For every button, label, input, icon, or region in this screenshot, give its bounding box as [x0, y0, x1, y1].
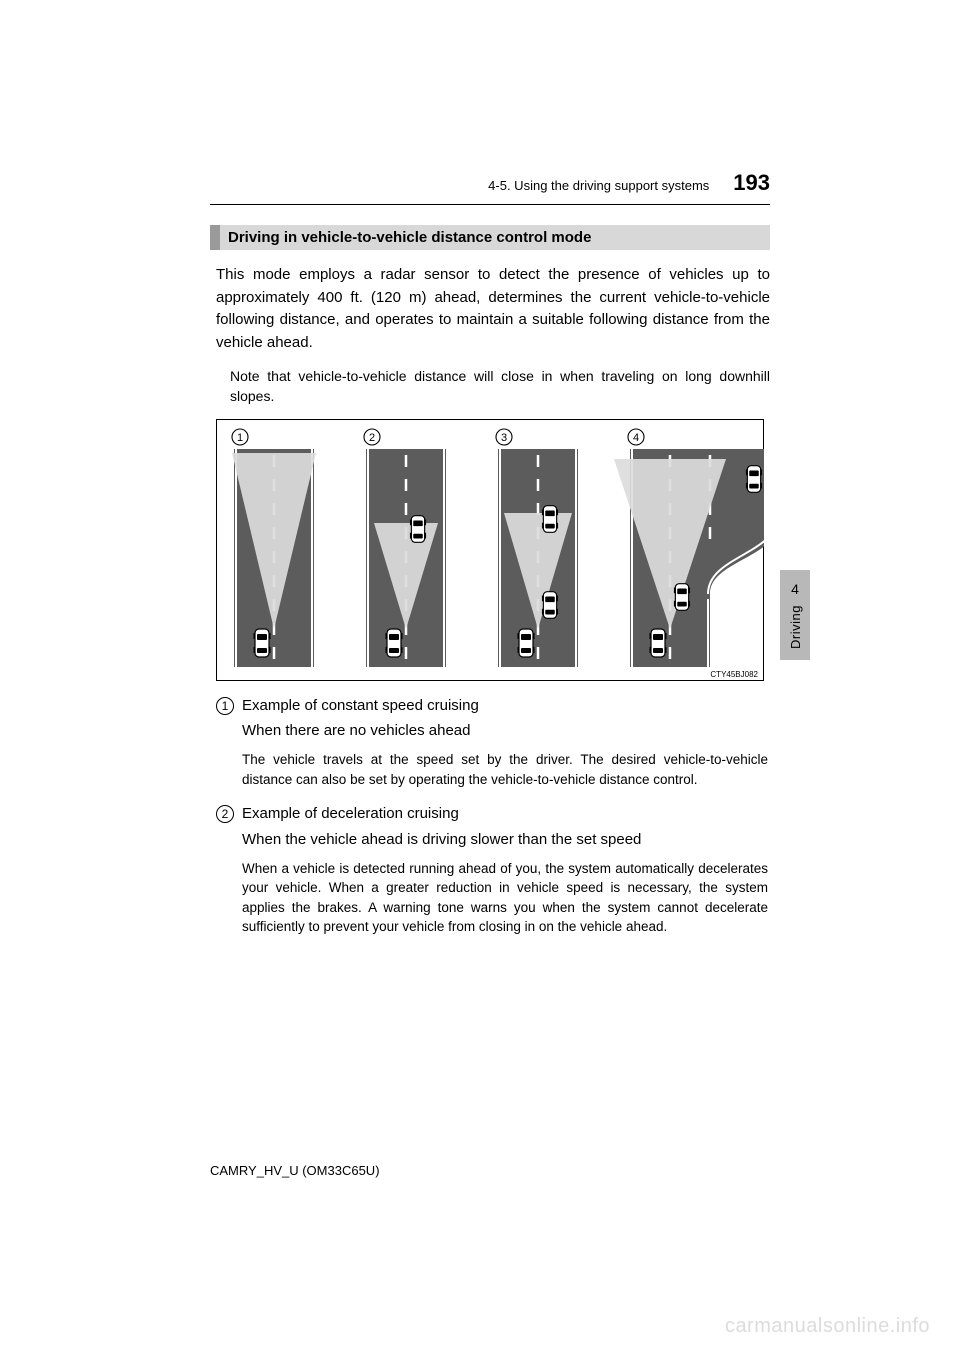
page-number: 193	[733, 170, 770, 196]
item-detail: The vehicle travels at the speed set by …	[210, 750, 770, 789]
svg-text:4: 4	[633, 432, 639, 444]
cruise-control-diagram: 1 2 3 4 CTY45BJ082	[216, 419, 764, 681]
manual-page: 4-5. Using the driving support systems 1…	[0, 0, 960, 937]
diagram-figure: 1 2 3 4 CTY45BJ082	[216, 419, 770, 681]
chapter-side-tab: 4 Driving	[780, 570, 810, 660]
section-label: 4-5. Using the driving support systems	[488, 178, 709, 193]
item-detail: When a vehicle is detected running ahead…	[210, 859, 770, 937]
page-header: 4-5. Using the driving support systems 1…	[210, 170, 770, 202]
svg-text:CTY45BJ082: CTY45BJ082	[710, 670, 758, 679]
svg-text:2: 2	[369, 432, 375, 444]
chapter-number: 4	[791, 581, 799, 597]
callout-number-icon: 2	[216, 805, 234, 823]
intro-paragraph: This mode employs a radar sensor to dete…	[210, 264, 770, 354]
item-subtitle: When there are no vehicles ahead	[210, 720, 770, 742]
header-rule	[210, 204, 770, 205]
section-heading: Driving in vehicle-to-vehicle distance c…	[210, 225, 770, 250]
svg-text:1: 1	[237, 432, 243, 444]
svg-text:3: 3	[501, 432, 507, 444]
note-paragraph: Note that vehicle-to-vehicle distance wi…	[210, 366, 770, 407]
item-title: Example of deceleration cruising	[242, 803, 459, 825]
footer-code: CAMRY_HV_U (OM33C65U)	[210, 1163, 380, 1178]
item-title: Example of constant speed cruising	[242, 695, 479, 717]
list-item: 2 Example of deceleration cruising	[210, 803, 770, 825]
watermark: carmanualsonline.info	[725, 1315, 930, 1338]
item-subtitle: When the vehicle ahead is driving slower…	[210, 829, 770, 851]
chapter-label: Driving	[788, 605, 803, 649]
list-item: 1 Example of constant speed cruising	[210, 695, 770, 717]
callout-number-icon: 1	[216, 697, 234, 715]
